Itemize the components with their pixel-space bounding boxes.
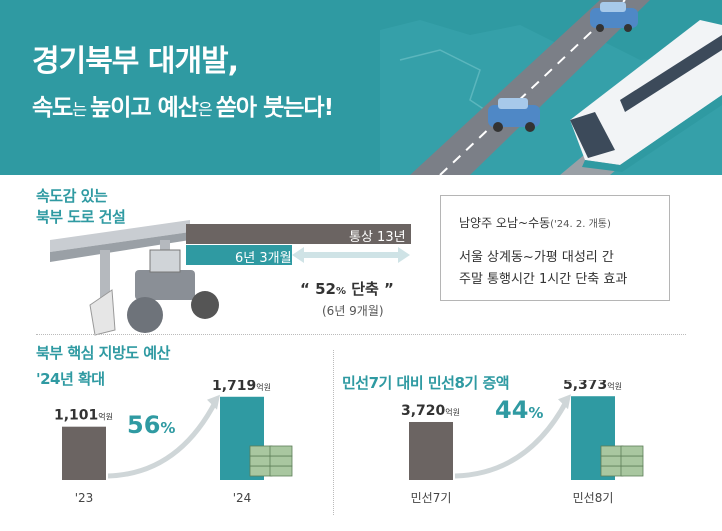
fast-duration-label: 6년 3개월 <box>235 251 292 266</box>
budget-section-title-line2: '24년 확대 <box>36 370 105 388</box>
term-section-title: 민선7기 대비 민선8기 증액 <box>342 374 510 392</box>
money-stack-icon <box>600 445 644 477</box>
header-banner: 경기북부 대개발, 속도는 높이고 예산은 쏟아 붓는다! <box>0 0 722 175</box>
bar-value-label: 5,373억원 <box>563 380 622 393</box>
normal-duration-bar <box>186 224 411 244</box>
bar-value-label: 1,719억원 <box>212 380 271 394</box>
reduction-sub-label: (6년 9개월) <box>322 304 384 318</box>
budget-section-title-line1: 북부 핵심 지방도 예산 <box>36 344 170 362</box>
info-line2: 서울 상계동~가평 대성리 간 <box>459 250 614 265</box>
header-illustration <box>380 0 722 175</box>
budget-increase-label: 56% <box>127 411 176 439</box>
info-line1: 남양주 오남~수동('24. 2. 개통) <box>459 216 611 230</box>
car-icon <box>590 2 638 32</box>
bar-value-label: 3,720억원 <box>401 403 460 419</box>
vertical-divider <box>333 350 334 515</box>
car-icon <box>488 98 540 132</box>
category-label: 민선7기 <box>411 491 452 505</box>
bar-value-label: 1,101억원 <box>54 408 113 424</box>
double-arrow-icon <box>292 247 410 263</box>
info-box: 남양주 오남~수동('24. 2. 개통) 서울 상계동~가평 대성리 간 주말… <box>440 195 670 301</box>
section-divider <box>36 334 686 335</box>
term-increase-label: 44% <box>495 396 544 424</box>
arrow-head <box>558 394 571 410</box>
bar <box>409 421 453 480</box>
money-stack-icon <box>249 445 293 477</box>
bar <box>62 426 106 480</box>
headline-title: 경기북부 대개발, <box>32 44 239 79</box>
road-roller-icon <box>127 249 219 333</box>
normal-duration-label: 통상 13년 <box>349 230 406 245</box>
category-label: '23 <box>75 491 94 505</box>
arrow-head <box>207 394 220 410</box>
reduction-label: “ 52% 단축 ” <box>300 280 394 298</box>
train-icon <box>570 20 722 172</box>
road-construction-illustration <box>50 220 219 336</box>
budget-chart: 1,101억원 '23 1,719억원 '24 <box>54 380 293 505</box>
fast-duration-bar <box>186 245 292 265</box>
category-label: '24 <box>233 491 252 505</box>
road-section-title-line1: 속도감 있는 <box>36 187 108 205</box>
growth-arrow <box>107 399 219 479</box>
road-section-title-line2: 북부 도로 건설 <box>36 208 126 226</box>
info-line3: 주말 통행시간 1시간 단축 효과 <box>459 272 628 287</box>
category-label: 민선8기 <box>573 491 614 505</box>
growth-arrow <box>454 399 570 479</box>
headline-subtitle: 속도는 높이고 예산은 쏟아 붓는다! <box>32 95 334 121</box>
